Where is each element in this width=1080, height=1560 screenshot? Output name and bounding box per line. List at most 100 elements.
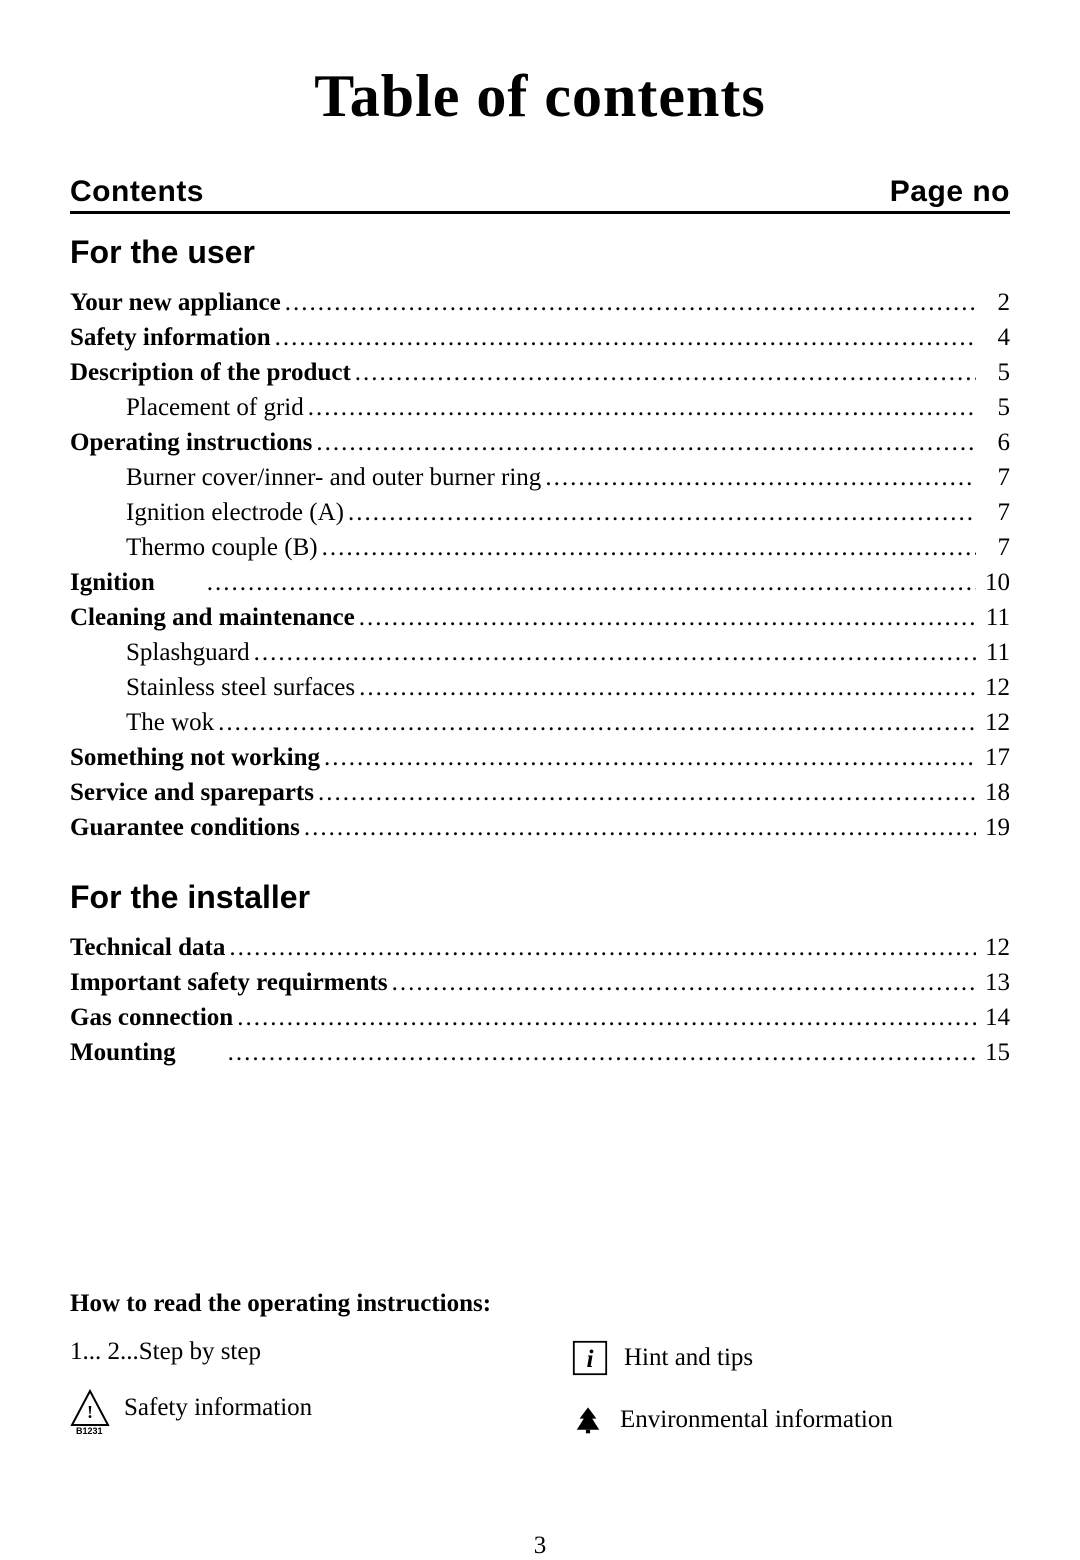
toc-page: 13 xyxy=(980,965,1010,1000)
toc-dots xyxy=(318,775,976,810)
toc-page: 7 xyxy=(980,530,1010,565)
toc-label: Safety information xyxy=(70,320,271,355)
toc-label: Something not working xyxy=(70,740,320,775)
toc-user: Your new appliance 2Safety information 4… xyxy=(70,285,1010,845)
legend-env: Environmental information xyxy=(570,1400,1010,1440)
svg-text:!: ! xyxy=(87,1402,93,1422)
toc-page: 12 xyxy=(980,930,1010,965)
toc-page: Table of contents Contents Page no For t… xyxy=(0,0,1080,1560)
legend-hint: i Hint and tips xyxy=(570,1338,1010,1378)
toc-dots xyxy=(237,1000,976,1035)
toc-label: Stainless steel surfaces xyxy=(126,670,355,705)
section-user-heading: For the user xyxy=(70,234,1010,271)
howto-title: How to read the operating instructions: xyxy=(70,1290,1010,1318)
toc-page: 15 xyxy=(980,1035,1010,1070)
toc-dots xyxy=(316,425,976,460)
toc-line: Description of the product 5 xyxy=(70,355,1010,390)
toc-line: Splashguard 11 xyxy=(126,635,1010,670)
toc-label: Description of the product xyxy=(70,355,351,390)
legend-step: 1... 2...Step by step xyxy=(70,1338,510,1366)
toc-dots xyxy=(285,285,976,320)
toc-dots xyxy=(392,965,976,1000)
toc-label: Ignition xyxy=(70,565,203,600)
toc-line: Burner cover/inner- and outer burner rin… xyxy=(126,460,1010,495)
toc-page: 10 xyxy=(980,565,1010,600)
tree-icon xyxy=(570,1400,606,1440)
toc-line: Technical data 12 xyxy=(70,930,1010,965)
toc-label: Ignition electrode (A) xyxy=(126,495,344,530)
section-installer-heading: For the installer xyxy=(70,879,1010,916)
svg-text:i: i xyxy=(587,1346,594,1373)
toc-dots xyxy=(359,670,976,705)
toc-page: 14 xyxy=(980,1000,1010,1035)
toc-line: Your new appliance 2 xyxy=(70,285,1010,320)
toc-installer: Technical data 12Important safety requir… xyxy=(70,930,1010,1070)
toc-label: Operating instructions xyxy=(70,425,312,460)
toc-line: Safety information 4 xyxy=(70,320,1010,355)
legend-col-right: i Hint and tips Environmental informatio… xyxy=(570,1338,1010,1440)
toc-line: Gas connection 14 xyxy=(70,1000,1010,1035)
toc-page: 12 xyxy=(980,705,1010,740)
toc-page: 6 xyxy=(980,425,1010,460)
toc-line: Placement of grid 5 xyxy=(126,390,1010,425)
toc-dots xyxy=(218,705,976,740)
page-number: 3 xyxy=(70,1532,1010,1560)
toc-line: Ignition electrode (A) 7 xyxy=(126,495,1010,530)
toc-dots xyxy=(359,600,976,635)
toc-page: 18 xyxy=(980,775,1010,810)
toc-dots xyxy=(545,460,976,495)
toc-page: 11 xyxy=(980,600,1010,635)
toc-page: 2 xyxy=(980,285,1010,320)
toc-label: Guarantee conditions xyxy=(70,810,300,845)
toc-line: Important safety requirments 13 xyxy=(70,965,1010,1000)
toc-label: Splashguard xyxy=(126,635,250,670)
toc-label: Service and spareparts xyxy=(70,775,314,810)
toc-dots xyxy=(348,495,976,530)
toc-page: 7 xyxy=(980,460,1010,495)
toc-page: 19 xyxy=(980,810,1010,845)
toc-page: 5 xyxy=(980,355,1010,390)
legend-col-left: 1... 2...Step by step ! Safety informati… xyxy=(70,1338,510,1440)
toc-line: Ignition 10 xyxy=(70,565,1010,600)
toc-line: Stainless steel surfaces 12 xyxy=(126,670,1010,705)
toc-page: 5 xyxy=(980,390,1010,425)
header-left: Contents xyxy=(70,175,204,209)
toc-label: Cleaning and maintenance xyxy=(70,600,355,635)
toc-page: 4 xyxy=(980,320,1010,355)
toc-label: Technical data xyxy=(70,930,225,965)
warning-triangle-icon: ! xyxy=(70,1388,110,1428)
toc-dots xyxy=(304,810,976,845)
info-box-icon: i xyxy=(570,1338,610,1378)
toc-dots xyxy=(308,390,976,425)
toc-line: Operating instructions 6 xyxy=(70,425,1010,460)
toc-page: 12 xyxy=(980,670,1010,705)
toc-line: Cleaning and maintenance 11 xyxy=(70,600,1010,635)
toc-label: Your new appliance xyxy=(70,285,281,320)
toc-page: 17 xyxy=(980,740,1010,775)
toc-label: Placement of grid xyxy=(126,390,304,425)
toc-label: The wok xyxy=(126,705,214,740)
toc-label: Burner cover/inner- and outer burner rin… xyxy=(126,460,541,495)
toc-label: Important safety requirments xyxy=(70,965,388,1000)
toc-page: 7 xyxy=(980,495,1010,530)
toc-dots xyxy=(322,530,976,565)
toc-label: Mounting xyxy=(70,1035,224,1070)
toc-dots xyxy=(229,930,976,965)
toc-line: The wok 12 xyxy=(126,705,1010,740)
toc-dots xyxy=(228,1035,976,1070)
header-rule: Contents Page no xyxy=(70,175,1010,214)
toc-dots xyxy=(254,635,976,670)
legend-env-label: Environmental information xyxy=(620,1406,893,1434)
toc-line: Guarantee conditions 19 xyxy=(70,810,1010,845)
legend-code: B1231 xyxy=(76,1426,510,1436)
legend-safety-label: Safety information xyxy=(124,1394,312,1422)
toc-dots xyxy=(324,740,976,775)
toc-line: Something not working 17 xyxy=(70,740,1010,775)
page-title: Table of contents xyxy=(70,62,1010,131)
header-right: Page no xyxy=(890,175,1010,209)
legend-safety: ! Safety information xyxy=(70,1388,510,1428)
toc-label: Gas connection xyxy=(70,1000,233,1035)
toc-label: Thermo couple (B) xyxy=(126,530,318,565)
legend-hint-label: Hint and tips xyxy=(624,1344,753,1372)
toc-line: Thermo couple (B) 7 xyxy=(126,530,1010,565)
